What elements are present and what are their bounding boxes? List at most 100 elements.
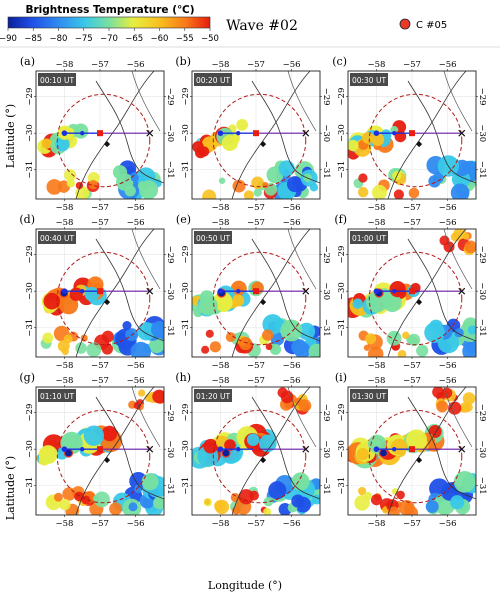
cloud-cell: [398, 499, 415, 515]
x-tick-label-top: −58: [55, 60, 73, 70]
x-tick-label-top: −56: [283, 376, 301, 386]
cloud-cell: [148, 337, 164, 354]
station-marker: [409, 130, 415, 137]
cloud-cell: [199, 290, 215, 305]
cloud-cell: [224, 439, 236, 452]
y-tick-label-right: −29: [165, 88, 175, 106]
time-label: 00:20 UT: [196, 76, 230, 85]
y-tick-label-right: −30: [321, 440, 331, 458]
time-label: 01:10 UT: [40, 392, 74, 401]
y-tick-label-left: −31: [337, 319, 347, 337]
cloud-cell: [198, 146, 210, 157]
cloud-cell: [424, 322, 445, 343]
y-tick-label-left: −31: [25, 477, 35, 495]
cloud-cell: [270, 332, 285, 346]
y-tick-label-left: −29: [181, 246, 191, 264]
panel-letter: (d): [19, 213, 35, 226]
cloud-cell: [407, 333, 421, 347]
track-start-marker: [61, 130, 68, 136]
colorbar-tick-label: −50: [201, 34, 219, 44]
panel: 00:30 UT (c) −58 −57 −56 −58 −57 −56 −29 −30 −31 −2…: [332, 55, 487, 213]
time-label: 01:20 UT: [196, 392, 230, 401]
cloud-cell: [465, 339, 476, 354]
x-tick-label-bottom: −57: [247, 361, 265, 371]
panel: 00:50 UT (e) −58 −57 −56 −58 −57 −56 −29 −30 −31 −2…: [176, 213, 331, 371]
x-tick-label-bottom: −57: [247, 203, 265, 213]
river-line: [251, 396, 320, 500]
cloud-cell: [243, 190, 254, 199]
time-label: 01:30 UT: [352, 392, 386, 401]
cloud-cell: [54, 492, 63, 502]
cloud-cell: [393, 189, 404, 199]
x-tick-label-bottom: −58: [211, 361, 229, 371]
cloud-cell: [137, 389, 146, 397]
border-line: [75, 229, 155, 357]
x-tick-label-top: −57: [403, 376, 421, 386]
y-tick-label-right: −29: [321, 246, 331, 264]
cloud-cell: [144, 393, 153, 403]
cloud-cell: [416, 344, 429, 357]
track-start-marker: [61, 288, 68, 294]
y-tick-label-right: −29: [321, 404, 331, 422]
y-tick-label-left: −30: [337, 124, 347, 142]
diamond-marker: [104, 299, 111, 306]
cloud-cell: [443, 241, 455, 253]
cloud-cell: [209, 341, 221, 353]
range-circle: [56, 251, 151, 346]
cloud-cell: [43, 292, 61, 310]
colorbar-tick-label: −70: [100, 34, 118, 44]
x-tick-label-bottom: −56: [439, 519, 457, 529]
y-tick-label-right: −29: [321, 88, 331, 106]
y-tick-label-right: −31: [321, 477, 331, 495]
cloud-cell: [130, 173, 139, 182]
track-point: [80, 130, 85, 136]
colorbar-ticks: −90 −85 −80 −75 −70 −65 −60 −55 −50: [0, 28, 219, 44]
panel-letter: (c): [332, 55, 347, 68]
diamond-marker: [104, 457, 111, 464]
x-tick-label-bottom: −57: [403, 203, 421, 213]
cloud-cell: [402, 331, 410, 340]
y-tick-label-right: −30: [165, 282, 175, 300]
cloud-cell: [450, 495, 465, 510]
border-line: [231, 229, 311, 357]
east-cross-marker: [146, 445, 154, 453]
cloud-cell: [453, 470, 476, 493]
time-badge: [194, 389, 232, 402]
time-label: 00:50 UT: [196, 234, 230, 243]
cloud-cell: [225, 332, 236, 343]
x-tick-label-bottom: −58: [367, 519, 385, 529]
x-tick-label-bottom: −58: [211, 519, 229, 529]
cloud-cell: [73, 123, 89, 139]
cloud-cell: [268, 481, 287, 500]
time-badge: [350, 231, 388, 244]
y-tick-label-left: −31: [25, 161, 35, 179]
river-line: [95, 80, 164, 184]
x-tick-label-top: −56: [127, 218, 145, 228]
cloud-cell: [83, 425, 105, 446]
time-badge: [350, 73, 388, 86]
y-tick-label-right: −30: [477, 124, 487, 142]
x-tick-label-top: −57: [403, 218, 421, 228]
track-point: [236, 288, 241, 294]
cloud-cell: [357, 486, 367, 496]
y-tick-label-left: −30: [181, 282, 191, 300]
cloud-cell: [386, 330, 402, 346]
x-tick-label-top: −56: [127, 60, 145, 70]
y-tick-label-right: −30: [477, 440, 487, 458]
cloud-cell: [408, 187, 420, 199]
cloud-cell: [130, 341, 151, 357]
cloud-cell: [94, 491, 110, 508]
cloud-cell: [203, 438, 218, 454]
border-line: [387, 387, 467, 515]
y-tick-label-left: −30: [25, 124, 35, 142]
time-label: 00:10 UT: [40, 76, 74, 85]
x-tick-label-top: −58: [211, 60, 229, 70]
time-label: 00:40 UT: [40, 234, 74, 243]
cloud-cell: [462, 392, 476, 405]
legend-marker: [399, 18, 411, 30]
y-tick-label-right: −29: [477, 404, 487, 422]
time-badge: [194, 73, 232, 86]
cloud-cell: [152, 496, 164, 510]
cloud-cell: [112, 165, 128, 180]
time-label: 01:00 UT: [352, 234, 386, 243]
